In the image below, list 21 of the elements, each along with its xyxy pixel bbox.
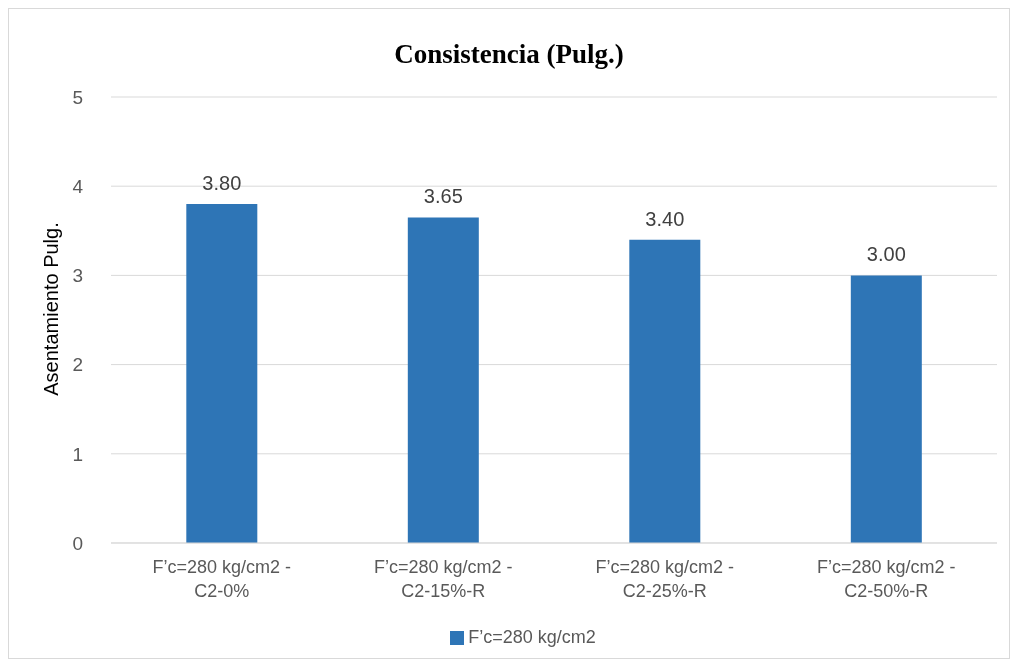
legend-label: F’c=280 kg/cm2 (468, 627, 596, 647)
bar (850, 275, 922, 543)
y-tick-label: 0 (72, 532, 83, 554)
y-tick-label: 1 (72, 443, 83, 465)
bar (629, 239, 701, 543)
y-tick-label: 3 (72, 265, 83, 287)
x-tick-label: F’c=280 kg/cm2 - C2-25%-R (595, 557, 735, 601)
y-tick-label: 2 (72, 354, 83, 376)
data-label: 3.00 (866, 243, 906, 266)
data-label: 3.80 (202, 172, 242, 195)
y-tick-label: 4 (72, 175, 84, 197)
x-tick-label: F’c=280 kg/cm2 - C2-0% (152, 557, 292, 601)
data-label: 3.40 (645, 207, 685, 230)
y-tick-label: 5 (72, 86, 83, 108)
data-label: 3.65 (423, 185, 463, 208)
x-tick-label: F’c=280 kg/cm2 - C2-15%-R (373, 557, 513, 601)
bar (407, 217, 479, 543)
y-axis-title: Asentamiento Pulg. (39, 222, 63, 396)
chart-title: Consistencia (Pulg.) (393, 39, 625, 70)
bar (186, 204, 258, 543)
x-tick-label: F’c=280 kg/cm2 - C2-50%-R (816, 557, 956, 601)
